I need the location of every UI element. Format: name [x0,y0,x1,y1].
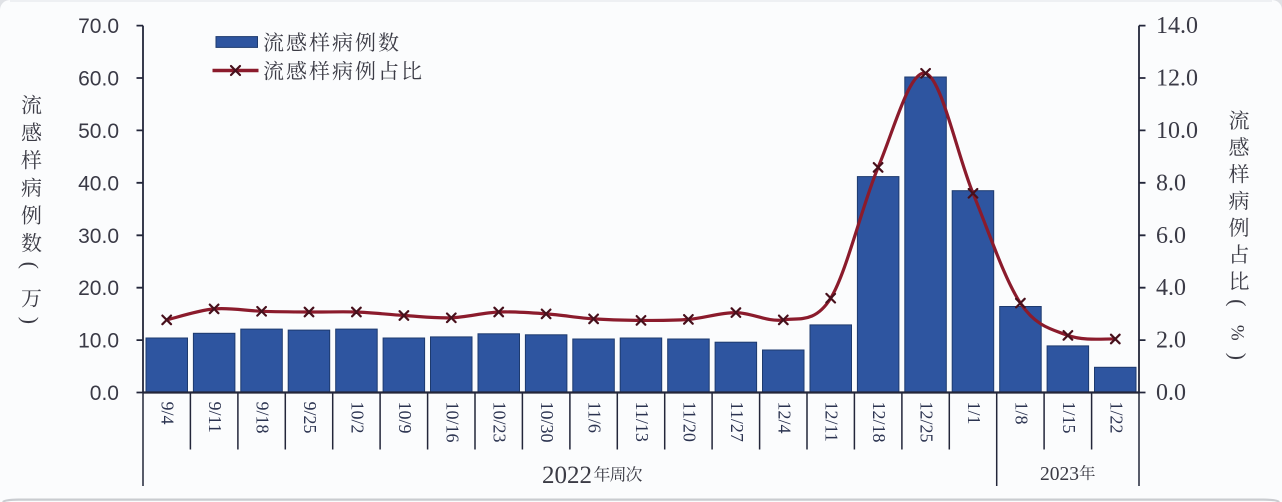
svg-text:14.0: 14.0 [1156,13,1198,39]
svg-text:60.0: 60.0 [78,68,119,91]
svg-text:10/23: 10/23 [490,402,510,443]
svg-text:10/2: 10/2 [347,402,367,434]
svg-text:): ) [1226,353,1251,360]
svg-text:50.0: 50.0 [78,120,119,143]
svg-text:12/18: 12/18 [869,402,889,443]
svg-text:6.0: 6.0 [1156,223,1186,249]
svg-text:11/6: 11/6 [585,402,605,433]
svg-text:9/4: 9/4 [158,402,178,425]
svg-text:11/27: 11/27 [727,402,747,442]
svg-text:12/25: 12/25 [917,402,937,443]
svg-text:12/11: 12/11 [822,402,842,442]
svg-text:%: % [1227,325,1248,341]
svg-text:9/18: 9/18 [253,402,273,434]
svg-text:1/1: 1/1 [964,402,984,425]
svg-text:30.0: 30.0 [78,225,119,248]
svg-text:12/4: 12/4 [774,402,794,434]
svg-text:10/16: 10/16 [442,402,462,443]
svg-text:8.0: 8.0 [1156,170,1186,196]
svg-text:20.0: 20.0 [78,277,119,300]
svg-text:9/25: 9/25 [300,402,320,434]
svg-text:1/8: 1/8 [1011,402,1031,425]
svg-text:): ) [18,317,43,324]
svg-text:11/13: 11/13 [632,402,652,442]
svg-text:10/9: 10/9 [395,402,415,434]
svg-text:0.0: 0.0 [1156,380,1186,406]
svg-text:0.0: 0.0 [90,382,119,405]
svg-text:2023: 2023 [1040,464,1079,485]
svg-text:12.0: 12.0 [1156,66,1198,92]
svg-text:(: ( [1226,299,1251,306]
svg-text:10/30: 10/30 [537,402,557,443]
svg-text:70.0: 70.0 [78,15,119,38]
svg-text:(: ( [18,262,43,269]
svg-text:10.0: 10.0 [1156,118,1198,144]
svg-text:2022: 2022 [542,462,592,489]
svg-text:2.0: 2.0 [1156,328,1186,354]
svg-text:9/11: 9/11 [205,402,225,433]
svg-text:1/15: 1/15 [1059,402,1079,434]
svg-text:1/22: 1/22 [1106,402,1126,434]
svg-text:40.0: 40.0 [78,172,119,195]
svg-text:11/20: 11/20 [679,402,699,442]
svg-text:10.0: 10.0 [78,330,119,353]
svg-text:4.0: 4.0 [1156,275,1186,301]
